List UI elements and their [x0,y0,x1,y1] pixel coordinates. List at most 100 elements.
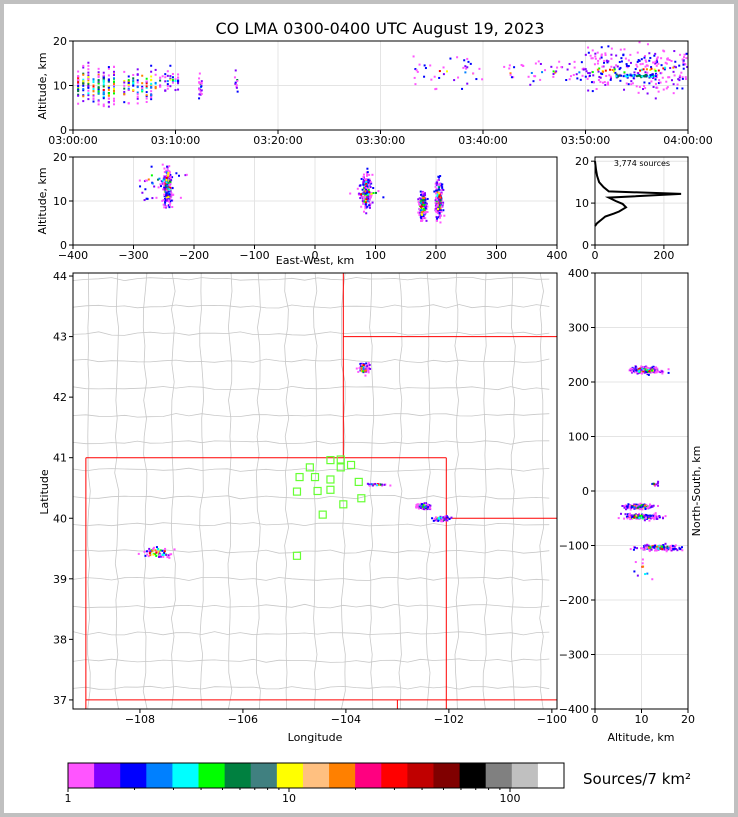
ew-source-point [434,185,437,188]
ns-source-point [640,504,643,507]
ew-source-point [363,195,366,198]
time-height-source-point [652,61,655,64]
time-height-source-point [591,90,594,93]
ns-source-point [633,514,636,517]
ew-source-point [439,209,442,212]
ew-source-point [165,194,168,197]
time-height-xtick-label: 04:00:00 [663,134,712,147]
ew-source-point [423,193,426,196]
ew-source-point [419,190,422,193]
plan-view-source-point [429,504,432,507]
ns-source-point [649,514,652,517]
ew-source-point [436,179,439,182]
time-height-source-point [522,64,525,67]
time-height-source-point [132,79,135,82]
ew-source-point [366,196,369,199]
ns-xtick-label: 20 [681,713,695,726]
ew-source-point [439,205,442,208]
colorbar-cell [537,763,565,788]
county-line [73,467,550,472]
ew-source-point [171,193,174,196]
plan-view-source-point [161,553,164,556]
plan-view-source-point [366,482,369,485]
ns-source-point [667,547,670,550]
ns-source-point [650,369,653,372]
ns-source-point [658,544,661,547]
time-height-source-point [166,80,169,83]
time-height-source-point [159,76,162,79]
time-height-source-point [87,82,90,85]
time-height-source-point [672,66,675,69]
ew-source-point [151,197,154,200]
ew-source-point [434,201,437,204]
time-height-source-point [463,59,466,62]
time-height-sources [77,41,689,108]
ew-source-point [437,199,440,202]
ns-source-point [641,562,644,565]
ew-source-point [167,175,170,178]
time-height-source-point [644,87,647,90]
ns-source-point [632,516,635,519]
time-height-source-point [236,78,239,81]
ew-source-point [144,179,147,182]
time-height-source-point [676,83,679,86]
ew-source-point [420,201,423,204]
time-height-source-point [618,74,621,77]
ew-source-point [433,190,436,193]
time-height-source-point [430,78,433,81]
time-height-source-point [596,51,599,54]
ew-source-point [166,199,169,202]
ew-source-point [168,177,171,180]
time-height-source-point [638,59,641,62]
ns-source-point [652,365,655,368]
ew-source-point [144,188,147,191]
ew-source-point [167,186,170,189]
time-height-source-point [610,47,613,50]
ns-source-point [667,371,670,374]
ew-source-point [436,198,439,201]
county-line [73,658,550,663]
ew-source-point [368,204,371,207]
lma-station-marker [336,463,345,472]
time-height-source-point [445,70,448,73]
plan-view-source-point [368,484,371,487]
time-height-source-point [150,86,153,89]
plan-view-source-point [426,508,429,511]
time-height-source-point [615,64,618,67]
ns-source-point [634,561,637,564]
time-height-source-point [234,82,237,85]
ew-source-point [442,201,445,204]
time-height-source-point [234,69,237,72]
plan-view-source-point [145,550,148,553]
plan-view-source-point [168,556,171,559]
plan-view-source-point [159,555,162,558]
ew-source-point [368,193,371,196]
ns-source-point [662,370,665,373]
lma-station-marker [313,486,322,496]
time-height-source-point [102,83,105,86]
plan-view-source-point [389,484,392,487]
time-height-source-point [657,69,660,72]
ns-source-point [641,369,644,372]
time-height-source-point [107,92,110,95]
time-height-source-point [660,57,663,60]
ns-source-point [638,516,641,519]
lma-station-marker [339,500,348,509]
plan-view-source-point [367,371,370,374]
time-height-source-point [233,76,236,79]
colorbar: 1 10 100 Sources/7 km² [65,762,691,805]
lma-station-marker [357,494,366,503]
time-height-source-point [582,67,585,70]
ns-source-point [621,504,624,507]
time-height-source-point [174,89,177,92]
ew-source-point [367,193,370,196]
time-height-source-point [87,64,90,67]
ew-source-point [423,202,426,205]
plan-view-source-point [378,482,381,485]
ew-source-point [168,183,171,186]
ns-source-point [644,371,647,374]
ew-source-point [166,190,169,193]
time-height-source-point [530,71,533,74]
time-height-source-point [154,87,157,90]
time-height-source-point [592,80,595,83]
